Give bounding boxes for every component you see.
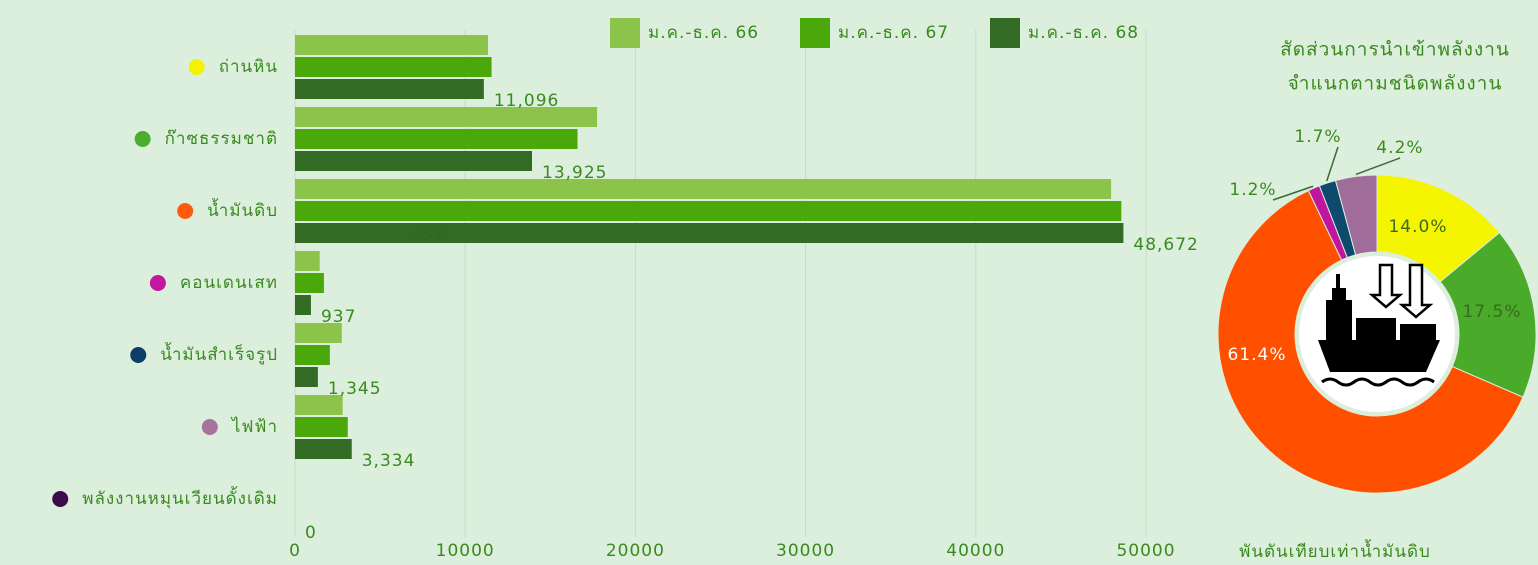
donut-slice [1217,189,1524,494]
bar [295,295,311,315]
category-dot [130,347,147,363]
leader-line [1355,157,1401,176]
ship-part [1318,340,1440,372]
legend-swatch [990,18,1020,48]
donut-title: จำแนกตามชนิดพลังงาน [1288,73,1503,95]
ship-part [1368,263,1404,309]
ship-part [1336,274,1340,288]
data-label: 4.2% [1376,138,1423,158]
x-tick-label: 20000 [606,541,665,561]
ship-part [1326,300,1352,340]
ship-part [1398,263,1434,319]
bar [295,439,352,459]
data-label: 14.0% [1388,217,1447,237]
legend-label: ม.ค.-ธ.ค. 66 [648,23,759,43]
category-label: น้ำมันดิบ [207,198,278,221]
data-label: 11,096 [494,91,559,111]
bar [295,35,489,55]
bar [295,79,484,99]
x-tick-label: 10000 [436,541,495,561]
x-tick-label: 50000 [1116,541,1175,561]
category-dot [134,131,151,147]
data-label: 17.5% [1462,302,1521,322]
donut-slice [1334,174,1378,256]
ship-part [1400,324,1436,340]
bar-chart [295,35,1124,459]
ship-part [1332,288,1346,300]
legend-label: ม.ค.-ธ.ค. 67 [838,23,949,43]
x-tick-label: 40000 [946,541,1005,561]
bar [295,395,343,415]
data-label: 48,672 [1133,235,1198,255]
data-label: 937 [321,307,356,327]
data-label: 1.7% [1294,127,1341,147]
leader-line [1326,146,1339,182]
category-label: ไฟฟ้า [230,416,278,437]
bar [295,273,324,293]
annotation: 352 [410,225,445,245]
data-label: 1,345 [328,379,382,399]
x-axis-label: พันตันเทียบเท่าน้ำมันดิบ [1239,539,1431,562]
data-label: 13,925 [542,163,607,183]
bar [295,345,330,365]
category-dot [149,275,166,291]
bar [295,367,318,387]
ship-part [1321,377,1435,387]
category-dot [188,59,205,75]
legend-swatch [800,18,830,48]
category-label: คอนเดนเสท [180,273,278,293]
bar [295,129,578,149]
bar [295,151,533,171]
category-dot [201,419,218,435]
legend-label: ม.ค.-ธ.ค. 68 [1028,23,1139,43]
data-label: 1.2% [1229,180,1276,200]
data-label: 3,334 [362,451,416,471]
bar [295,57,492,77]
leader-line [1272,185,1314,201]
bar [295,107,598,127]
bar [295,179,1112,199]
x-tick-label: 0 [289,541,301,561]
category-label: พลังงานหมุนเวียนดั้งเดิม [82,486,278,509]
bar [295,201,1122,221]
category-label: ก๊าซธรรมชาติ [165,129,278,149]
category-dot [52,491,69,507]
legend-swatch [610,18,640,48]
data-label: 61.4% [1227,345,1286,365]
donut-title: สัดส่วนการนำเข้าพลังงาน [1280,39,1510,61]
category-label: ถ่านหิน [219,57,278,77]
donut-slice [1439,231,1537,398]
ship-icon [1318,263,1440,387]
category-label: น้ำมันสำเร็จรูป [160,342,278,365]
ship-part [1356,318,1396,340]
bar [295,223,1124,243]
bar [295,323,342,343]
category-dot [177,203,194,219]
data-label: 0 [305,523,317,543]
bar [295,251,320,271]
x-tick-label: 30000 [776,541,835,561]
bar [295,417,348,437]
